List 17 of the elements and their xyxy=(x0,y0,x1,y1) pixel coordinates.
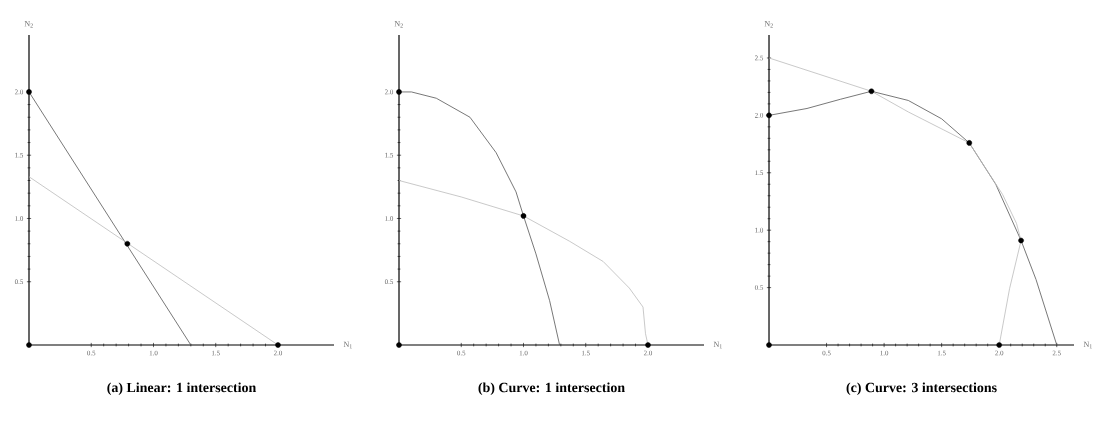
point xyxy=(520,213,527,219)
text: (c) Curve: 3 intersections xyxy=(846,382,997,396)
point xyxy=(396,342,402,348)
point xyxy=(124,240,131,247)
point xyxy=(966,140,973,146)
point xyxy=(26,89,32,95)
point xyxy=(1018,237,1024,244)
point xyxy=(396,89,402,95)
text: (a) Linear: 1 intersection xyxy=(107,382,257,396)
point xyxy=(996,342,1002,348)
point xyxy=(26,342,32,348)
point xyxy=(645,342,651,348)
point xyxy=(868,88,875,95)
point xyxy=(766,112,772,119)
text: (b) Curve: 1 intersection xyxy=(478,382,625,396)
point xyxy=(275,342,281,348)
point xyxy=(766,342,772,348)
